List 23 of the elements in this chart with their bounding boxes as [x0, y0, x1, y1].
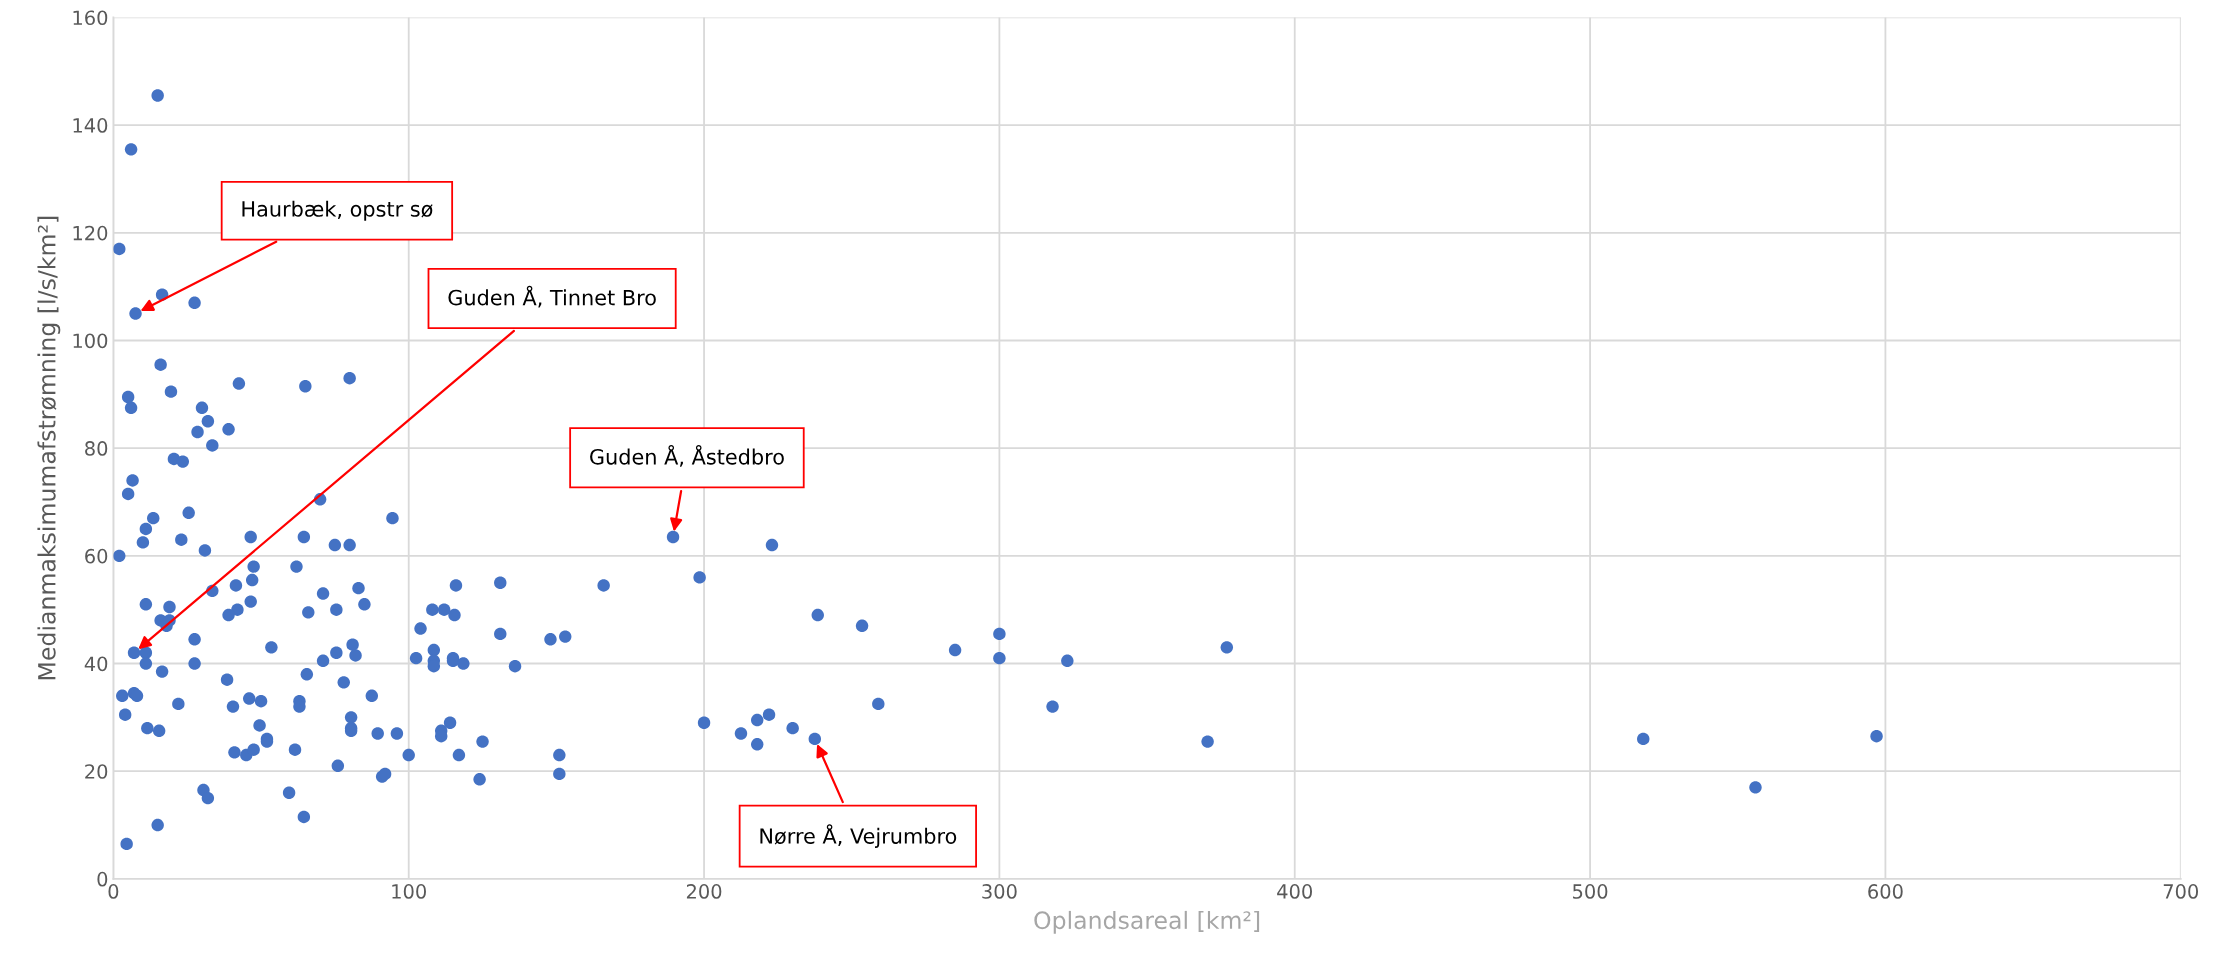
annotation: Guden Å, Tinnet Bro [448, 285, 656, 308]
x-tick-label: 400 [1277, 884, 1312, 899]
y-tick-label: 100 [73, 333, 108, 349]
x-tick-label: 300 [982, 884, 1017, 899]
x-tick-label: 500 [1573, 884, 1608, 899]
y-tick-label: 0 [97, 871, 108, 887]
x-tick-label: 100 [392, 884, 426, 899]
x-tick-label: 600 [1868, 884, 1903, 899]
y-tick-label: 60 [85, 548, 108, 564]
x-tick-label: 700 [2163, 884, 2199, 899]
annotation: Nørre Å, Vejrumbro [760, 824, 957, 848]
annotation: Guden Å, Åstedbro [590, 445, 784, 467]
y-axis-title: Medianmaksimumafstrømning [l/s/km²] [37, 216, 61, 680]
annotation: Haurbæk, opstr sø [242, 200, 433, 221]
y-tick-label: 20 [85, 764, 108, 779]
y-tick-label: 120 [73, 225, 108, 241]
x-tick-label: 200 [686, 884, 722, 899]
y-tick-label: 40 [84, 656, 108, 672]
x-axis-title: Oplandsareal [km²] [1034, 910, 1260, 934]
y-tick-label: 80 [85, 441, 108, 456]
y-tick-label: 160 [73, 10, 108, 26]
y-tick-label: 140 [73, 118, 108, 133]
x-tick-label: 0 [108, 884, 119, 899]
